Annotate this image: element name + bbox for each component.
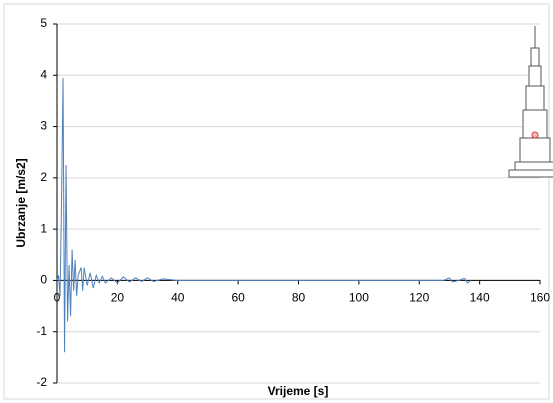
x-tick-label: 100: [349, 291, 369, 305]
data-line: [56, 77, 471, 353]
chart-frame: [3, 3, 550, 400]
y-tick-label: -1: [36, 324, 47, 338]
y-tick-label: 1: [40, 221, 47, 235]
x-tick-label: 20: [111, 291, 125, 305]
y-tick-label: 4: [40, 67, 47, 81]
y-tick-label: 2: [40, 170, 47, 184]
x-tick-label: 0: [54, 291, 61, 305]
x-tick-label: 120: [409, 291, 429, 305]
y-tick-label: -2: [36, 375, 47, 389]
x-tick-label: 80: [292, 291, 306, 305]
y-tick-label: 0: [40, 273, 47, 287]
x-tick-label: 140: [470, 291, 490, 305]
y-axis-title: Ubrzanje [m/s2]: [14, 158, 28, 247]
tower-icon: [508, 26, 553, 178]
y-tick-label: 5: [40, 16, 47, 30]
x-tick-label: 160: [530, 291, 550, 305]
x-tick-label: 60: [231, 291, 245, 305]
x-tick-label: 40: [171, 291, 185, 305]
y-tick-label: 3: [40, 119, 47, 133]
x-axis-title: Vrijeme [s]: [268, 384, 329, 398]
